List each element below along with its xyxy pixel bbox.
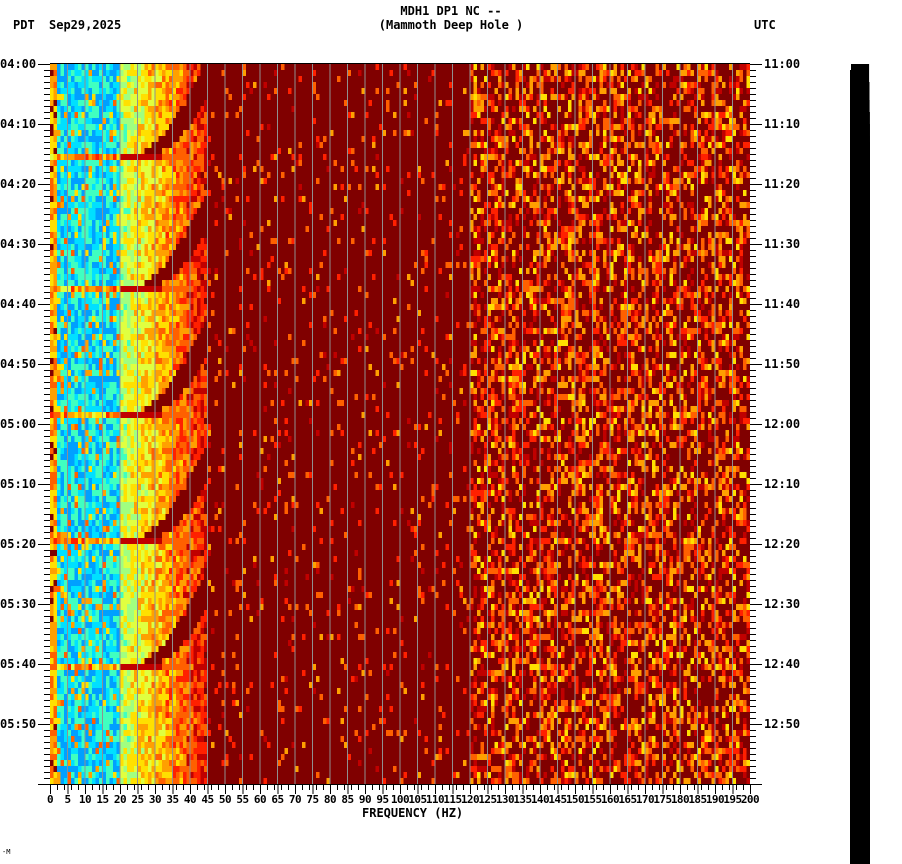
y-tick-label-utc: 11:30	[764, 237, 801, 251]
x-tick-label: 125	[478, 793, 497, 806]
y-tick-label-utc: 11:50	[764, 357, 801, 371]
x-tick-label: 20	[113, 793, 127, 806]
y-tick-label-pdt: 04:50	[0, 357, 37, 371]
y-tick-label-pdt: 05:10	[0, 477, 37, 491]
y-tick-label-utc: 12:10	[764, 477, 801, 491]
x-tick-label: 200	[740, 793, 760, 806]
x-tick-label: 150	[565, 793, 585, 806]
x-tick-label: 95	[376, 793, 389, 806]
x-tick-label: 50	[218, 793, 232, 806]
y-tick-label-pdt: 05:30	[0, 597, 37, 611]
x-tick-label: 45	[201, 793, 214, 806]
y-tick-label-utc: 12:20	[764, 537, 801, 551]
x-tick-label: 55	[236, 793, 249, 806]
x-tick-label: 35	[166, 793, 179, 806]
x-tick-label: 175	[653, 793, 672, 806]
date-label: Sep29,2025	[49, 18, 122, 32]
y-tick-label-pdt: 04:30	[0, 237, 37, 251]
x-tick-label: 160	[600, 793, 620, 806]
x-tick-label: 15	[96, 793, 109, 806]
y-tick-label-pdt: 04:00	[0, 57, 37, 71]
chart-title: MDH1 DP1 NC --	[400, 4, 502, 18]
x-tick-label: 60	[253, 793, 267, 806]
x-tick-label: 40	[183, 793, 197, 806]
y-tick-label-pdt: 04:40	[0, 297, 37, 311]
x-tick-label: 120	[460, 793, 480, 806]
y-tick-label-pdt: 05:20	[0, 537, 37, 551]
x-tick-label: 170	[635, 793, 655, 806]
y-tick-label-pdt: 05:40	[0, 657, 37, 671]
x-tick-label: 65	[271, 793, 284, 806]
x-tick-label: 135	[513, 793, 532, 806]
x-tick-label: 0	[46, 793, 54, 806]
x-tick-label: 165	[618, 793, 637, 806]
x-tick-label: 25	[131, 793, 144, 806]
x-axis-title: FREQUENCY (HZ)	[362, 806, 464, 820]
y-tick-label-utc: 11:20	[764, 177, 801, 191]
x-tick-label: 10	[78, 793, 92, 806]
y-tick-label-utc: 11:10	[764, 117, 801, 131]
y-tick-label-pdt: 04:20	[0, 177, 37, 191]
y-tick-label-pdt: 05:00	[0, 417, 37, 431]
y-tick-label-utc: 12:40	[764, 657, 801, 671]
x-tick-label: 155	[583, 793, 602, 806]
x-tick-label: 110	[425, 793, 445, 806]
x-tick-label: 145	[548, 793, 567, 806]
x-tick-label: 195	[723, 793, 742, 806]
y-tick-label-pdt: 05:50	[0, 717, 37, 731]
amplitude-trace-bar	[851, 64, 869, 784]
x-tick-label: 130	[495, 793, 515, 806]
x-tick-label: 80	[323, 793, 337, 806]
x-tick-label: 70	[288, 793, 302, 806]
right-timezone-label: UTC	[754, 18, 776, 32]
x-tick-label: 105	[408, 793, 427, 806]
y-tick-label-pdt: 04:10	[0, 117, 37, 131]
x-tick-label: 185	[688, 793, 707, 806]
corner-mark: -M	[2, 848, 11, 856]
x-tick-label: 100	[390, 793, 410, 806]
y-tick-label-utc: 11:40	[764, 297, 801, 311]
y-tick-label-utc: 11:00	[764, 57, 801, 71]
chart-subtitle-station: (Mammoth Deep Hole )	[378, 18, 524, 32]
spectrogram-plot	[50, 64, 750, 784]
x-tick-label: 190	[705, 793, 725, 806]
x-tick-label: 90	[358, 793, 372, 806]
y-tick-label-utc: 12:00	[764, 417, 801, 431]
x-tick-label: 5	[64, 793, 71, 806]
x-tick-label: 75	[306, 793, 319, 806]
x-tick-label: 140	[530, 793, 550, 806]
left-timezone-label: PDT	[13, 18, 35, 32]
x-tick-label: 85	[341, 793, 354, 806]
x-tick-label: 30	[148, 793, 162, 806]
x-tick-label: 180	[670, 793, 690, 806]
y-tick-label-utc: 12:30	[764, 597, 801, 611]
y-tick-label-utc: 12:50	[764, 717, 801, 731]
x-tick-label: 115	[443, 793, 462, 806]
